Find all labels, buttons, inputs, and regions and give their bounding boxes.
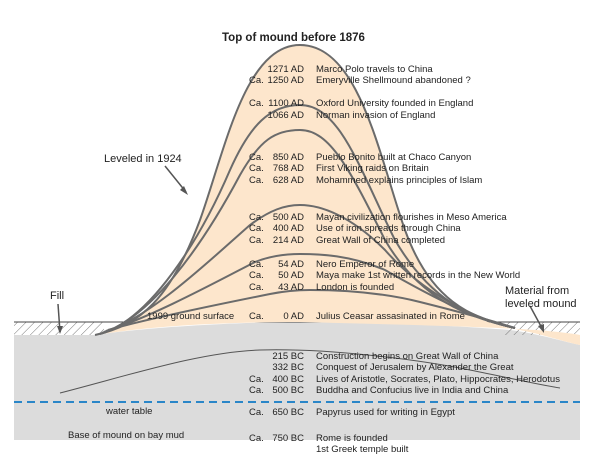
mound-layers bbox=[94, 43, 516, 336]
event-description: Papyrus used for writing in Egypt bbox=[316, 407, 455, 418]
event-ca: Ca. bbox=[249, 152, 264, 163]
layer-line-54ad bbox=[105, 252, 516, 332]
event-description: Rome is founded bbox=[316, 433, 388, 444]
event-ca: Ca. bbox=[249, 433, 264, 444]
event-date: 1100 AD bbox=[268, 98, 304, 109]
event-date: 768 AD bbox=[272, 163, 304, 174]
event-ca: Ca. bbox=[249, 374, 264, 385]
event-description: Oxford University founded in England bbox=[316, 98, 474, 109]
material-arrowhead bbox=[538, 324, 544, 333]
event-ca: Ca. bbox=[249, 235, 264, 246]
event-description: First Viking raids on Britain bbox=[316, 163, 429, 174]
material-label-line1: Material from bbox=[505, 285, 570, 297]
event-date: 500 AD bbox=[272, 212, 304, 223]
event-description: Pueblo Bonito built at Chaco Canyon bbox=[316, 152, 472, 163]
event-description: Mayan civilization flourishes in Meso Am… bbox=[316, 212, 507, 223]
event-date: 400 BC bbox=[272, 374, 304, 385]
event-ca: Ca. bbox=[249, 407, 264, 418]
event-description: Marco Polo travels to China bbox=[316, 64, 433, 75]
event-ca: Ca. bbox=[249, 385, 264, 396]
event-date: 650 BC bbox=[272, 407, 304, 418]
event-date: 1271 AD bbox=[267, 64, 304, 75]
event-description: Buddha and Confucius live in India and C… bbox=[316, 385, 509, 396]
leveled-label: Leveled in 1924 bbox=[104, 153, 182, 165]
mound-body bbox=[95, 45, 580, 345]
pointer-heads bbox=[57, 186, 544, 334]
event-description: Lives of Aristotle, Socrates, Plato, Hip… bbox=[316, 374, 560, 385]
event-date: 750 BC bbox=[272, 433, 304, 444]
fill-arrowhead bbox=[57, 326, 63, 334]
event-ca: Ca. bbox=[249, 311, 264, 322]
event-description: Use of iron spreads through China bbox=[316, 223, 461, 234]
event-date: 215 BC bbox=[272, 351, 304, 362]
event-description: London is founded bbox=[316, 282, 395, 293]
water-table-label: water table bbox=[106, 406, 153, 417]
event-ca: Ca. bbox=[249, 75, 264, 86]
event-date: 1066 AD bbox=[267, 110, 304, 121]
event-description: Nero Emperor of Rome bbox=[316, 259, 415, 270]
event-date: 400 AD bbox=[272, 223, 304, 234]
event-date: 50 AD bbox=[278, 270, 304, 281]
diagram-title: Top of mound before 1876 bbox=[222, 32, 365, 44]
event-ca: Ca. bbox=[249, 175, 264, 186]
event-ca: Ca. bbox=[249, 98, 264, 109]
event-ca: Ca. bbox=[249, 212, 264, 223]
subsurface-region bbox=[14, 322, 580, 440]
event-description: Conquest of Jerusalem by Alexander the G… bbox=[316, 362, 514, 373]
layer-line-0ad bbox=[107, 288, 516, 331]
event-ca: Ca. bbox=[249, 282, 264, 293]
base-label: Base of mound on bay mud bbox=[68, 430, 185, 441]
event-ca: Ca. bbox=[249, 259, 264, 270]
leveled-arrowhead bbox=[180, 186, 188, 195]
event-date: 214 AD bbox=[272, 235, 304, 246]
layer-line-1100ad bbox=[99, 103, 516, 335]
event-date: 628 AD bbox=[272, 175, 304, 186]
event-description: Norman invasion of England bbox=[316, 110, 436, 121]
material-label-line2: leveled mound bbox=[505, 298, 577, 310]
event-description: Construction begins on Great Wall of Chi… bbox=[316, 351, 499, 362]
event-description: 1st Greek temple built bbox=[316, 444, 409, 455]
event-ca: Ca. bbox=[249, 163, 264, 174]
fill-label: Fill bbox=[50, 290, 65, 302]
event-date: 500 BC bbox=[272, 385, 304, 396]
event-description: Maya make 1st written records in the New… bbox=[316, 270, 521, 281]
layer-line-500ad bbox=[103, 203, 516, 333]
event-description: Julius Ceasar assasinated in Rome bbox=[316, 311, 465, 322]
event-date: 0 AD bbox=[283, 311, 304, 322]
event-ca: Ca. bbox=[249, 270, 264, 281]
event-ca: Ca. bbox=[249, 223, 264, 234]
event-description: Great Wall of China completed bbox=[316, 235, 446, 246]
event-date: 332 BC bbox=[272, 362, 304, 373]
ground-surface-label: 1999 ground surface bbox=[147, 311, 235, 322]
event-date: 43 AD bbox=[278, 282, 304, 293]
event-description: Mohammed explains principles of Islam bbox=[316, 175, 483, 186]
event-description: Emeryville Shellmound abandoned ? bbox=[316, 75, 471, 86]
event-date: 54 AD bbox=[278, 259, 304, 270]
event-date: 1250 AD bbox=[267, 75, 304, 86]
buried-layer-line bbox=[59, 349, 561, 394]
event-date: 850 AD bbox=[272, 152, 304, 163]
